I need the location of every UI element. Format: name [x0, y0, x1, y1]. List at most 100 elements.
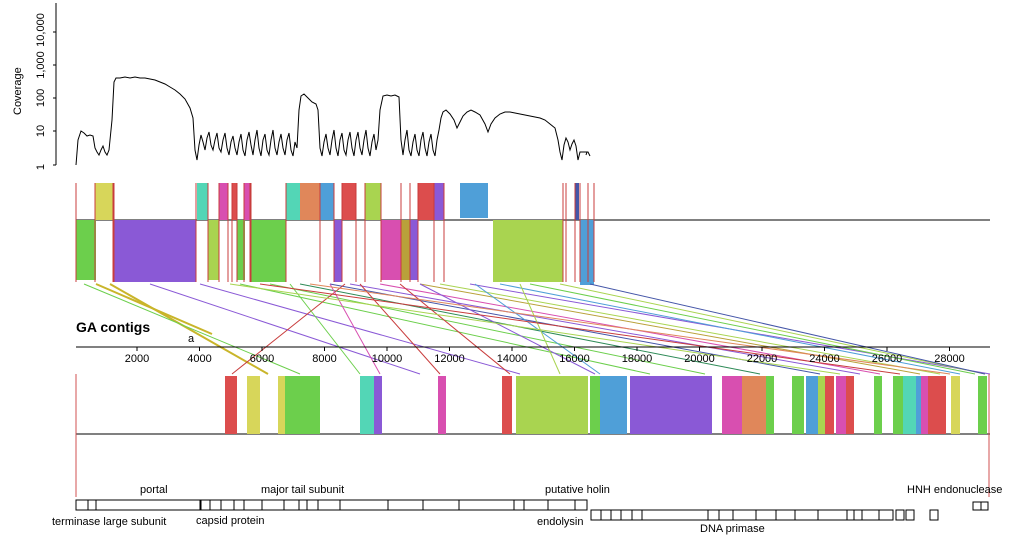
- gene-box: [980, 501, 989, 511]
- section-label: GA contigs: [76, 319, 150, 335]
- alignment-connector: [419, 283, 596, 375]
- gene-box: [817, 509, 848, 521]
- lower-contig-track: [75, 374, 990, 497]
- upper-contig-block: [251, 220, 286, 282]
- lower-contig-block: [722, 376, 742, 434]
- gene-box: [387, 499, 424, 511]
- alignment-connector: [529, 283, 976, 375]
- alignment-connector: [519, 283, 561, 375]
- upper-contig-block: [580, 220, 594, 285]
- gene-box: [523, 499, 549, 511]
- upper-contig-block: [219, 183, 228, 220]
- upper-contig-block: [286, 183, 300, 220]
- alignment-connector: [329, 283, 381, 375]
- gene-label-endolysin: endolysin: [537, 516, 583, 528]
- alignment-connector: [299, 283, 761, 375]
- genome-tick-label: 20000: [684, 353, 715, 365]
- gene-box: [209, 499, 222, 511]
- gene-box: [853, 509, 863, 521]
- gene-box: [846, 509, 855, 521]
- gene-label-capsid-protein: capsid protein: [196, 515, 265, 527]
- gene-box: [718, 509, 734, 521]
- gene-box: [929, 509, 939, 521]
- coverage-axis: Coverage 1 10 100 1,000 10,000: [12, 3, 57, 170]
- lower-contig-block: [742, 376, 766, 434]
- lower-contig-block: [502, 376, 512, 434]
- gene-box: [631, 509, 643, 521]
- gene-box: [75, 499, 89, 511]
- upper-contig-block: [493, 220, 563, 282]
- lower-contig-block: [928, 376, 946, 434]
- lower-contig-block: [247, 376, 260, 434]
- lower-contig-block: [360, 376, 374, 434]
- gene-box: [895, 509, 905, 521]
- alignment-connector: [199, 283, 521, 375]
- gene-label-major-tail-subunit: major tail subunit: [261, 484, 344, 496]
- gene-box: [243, 499, 263, 511]
- upper-contig-block: [114, 220, 196, 282]
- gene-label-terminase-large-subunit: terminase large subunit: [52, 516, 166, 528]
- gene-box: [306, 499, 319, 511]
- small-mark: a: [188, 333, 195, 345]
- gene-box: [641, 509, 709, 521]
- alignment-connector: [95, 283, 213, 335]
- gene-label-portal: portal: [140, 484, 168, 496]
- genome-tick-label: 28000: [934, 353, 965, 365]
- gene-box: [261, 499, 285, 511]
- genome-tick-label: 6000: [250, 353, 274, 365]
- upper-contig-block: [197, 183, 208, 220]
- gene-label-dna-primase: DNA primase: [700, 523, 765, 535]
- alignment-connector: [231, 283, 346, 375]
- gene-box: [590, 509, 602, 521]
- gene-box: [87, 499, 97, 511]
- alignment-connector: [149, 283, 421, 375]
- gene-box: [574, 499, 588, 511]
- gene-box: [878, 509, 894, 521]
- upper-contig-block: [95, 183, 113, 220]
- gene-label-hnh-endonuclease: HNH endonuclease: [907, 484, 1002, 496]
- lower-contig-block: [874, 376, 882, 434]
- upper-contig-block: [418, 183, 434, 220]
- alignment-connector: [259, 283, 901, 375]
- upper-contig-block: [575, 183, 579, 220]
- lower-contig-block: [278, 376, 285, 434]
- lower-contig-block: [951, 376, 960, 434]
- genome-tick-label: 12000: [434, 353, 465, 365]
- genome-tick-label: 18000: [622, 353, 653, 365]
- lower-contig-block: [225, 376, 237, 434]
- coverage-axis-label: Coverage: [12, 67, 24, 115]
- gene-box: [600, 509, 612, 521]
- genome-tick-label: 22000: [747, 353, 778, 365]
- upper-contig-block: [320, 183, 334, 220]
- gene-box: [775, 509, 796, 521]
- lower-contig-block: [921, 376, 928, 434]
- lower-contig-block: [766, 376, 774, 434]
- lower-contig-block: [806, 376, 818, 434]
- gene-box: [95, 499, 201, 511]
- alignment-connector: [419, 283, 921, 375]
- alignment-connector: [589, 283, 986, 375]
- alignment-connector: [83, 283, 301, 375]
- alignment-connector: [439, 283, 941, 375]
- gene-box: [283, 499, 300, 511]
- upper-contig-track: [75, 183, 990, 285]
- coverage-tick-1000: 1,000: [35, 51, 47, 79]
- gene-box: [422, 499, 460, 511]
- lower-contig-block: [516, 376, 588, 434]
- lower-contig-block: [374, 376, 382, 434]
- upper-contig-block: [401, 220, 410, 280]
- lower-contig-block: [818, 376, 825, 434]
- gene-box: [458, 499, 515, 511]
- genome-tick-label: 16000: [559, 353, 590, 365]
- gene-box: [200, 499, 211, 511]
- upper-contig-block: [334, 220, 342, 282]
- alignment-connector: [359, 283, 441, 375]
- upper-contig-block: [76, 220, 96, 280]
- upper-contig-block: [365, 183, 381, 220]
- alignment-connector: [349, 283, 861, 375]
- gene-box: [317, 499, 341, 511]
- alignment-connector: [309, 283, 951, 375]
- lower-contig-block: [630, 376, 712, 434]
- genome-tick-label: 24000: [809, 353, 840, 365]
